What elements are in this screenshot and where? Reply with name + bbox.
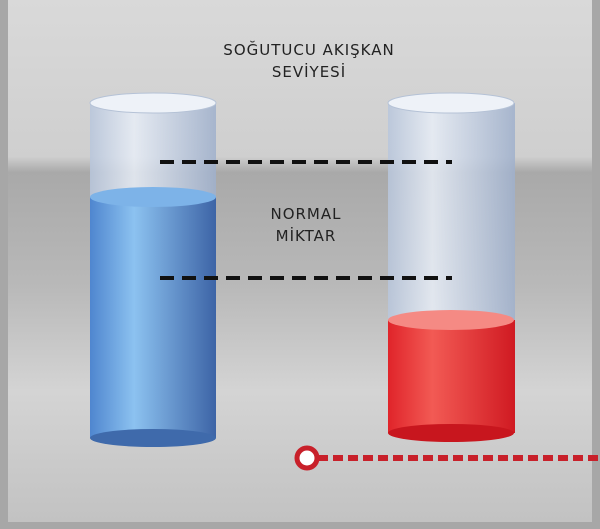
right-cylinder xyxy=(387,92,515,442)
range-label-line: MİKTAR xyxy=(276,226,337,245)
title-line: SEVİYESİ xyxy=(272,62,346,81)
title-line: SOĞUTUCU AKIŞKAN xyxy=(223,40,394,59)
pointer-dot xyxy=(294,445,320,471)
range-label-line: NORMAL xyxy=(270,205,341,223)
left-cylinder xyxy=(89,92,217,447)
